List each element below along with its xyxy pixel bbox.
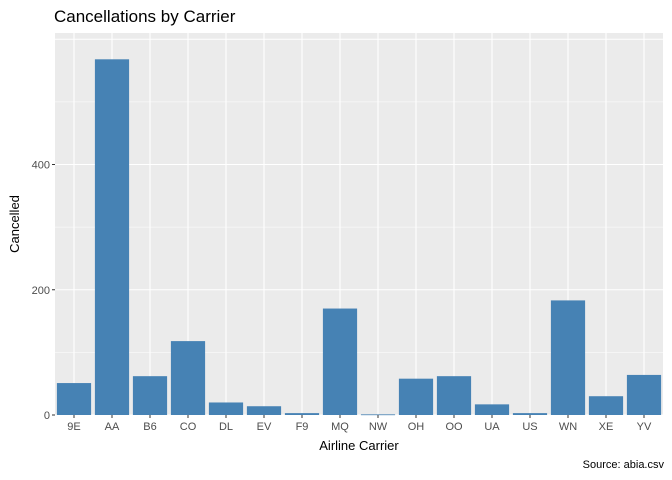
bar-b6 [132,376,168,415]
x-tick-label: NW [369,421,388,433]
x-tick-label: OH [408,421,425,433]
bar-co [170,341,206,415]
x-axis: 9E AA B6 CO DL EV F9 MQ NW OH OO UA US WN XE YV [67,415,652,433]
chart-title: Cancellations by Carrier [54,7,236,26]
bar-aa [94,59,130,416]
y-tick-label: 400 [32,160,50,172]
bar-oh [398,378,434,415]
x-tick-label: YV [637,421,652,433]
x-tick-label: 9E [67,421,80,433]
bar-f9 [284,413,320,415]
source-caption: Source: abia.csv [582,459,664,471]
bar-ua [474,404,510,415]
x-tick-label: UA [484,421,500,433]
x-tick-label: WN [559,421,577,433]
x-tick-label: F9 [296,421,309,433]
bar-xe [588,396,624,415]
bar-mq [322,308,358,415]
x-tick-label: CO [180,421,197,433]
bar-ev [246,406,282,415]
bar-9e [56,383,92,415]
bar-oo [436,376,472,415]
bar-wn [550,300,586,415]
x-tick-label: B6 [143,421,156,433]
x-axis-title: Airline Carrier [319,438,399,453]
x-tick-label: US [522,421,537,433]
bar-dl [208,402,244,415]
y-axis-title: Cancelled [7,195,22,253]
x-tick-label: MQ [331,421,349,433]
y-tick-label: 0 [44,410,50,422]
bar-us [512,413,548,415]
bar-yv [626,374,662,415]
y-axis: 0 200 400 [32,160,55,422]
y-tick-label: 200 [32,285,50,297]
x-tick-label: XE [599,421,614,433]
x-tick-label: AA [105,421,120,433]
bar-nw [360,414,396,416]
x-tick-label: DL [219,421,233,433]
x-tick-label: OO [445,421,463,433]
bars [56,59,662,416]
x-tick-label: EV [257,421,272,433]
